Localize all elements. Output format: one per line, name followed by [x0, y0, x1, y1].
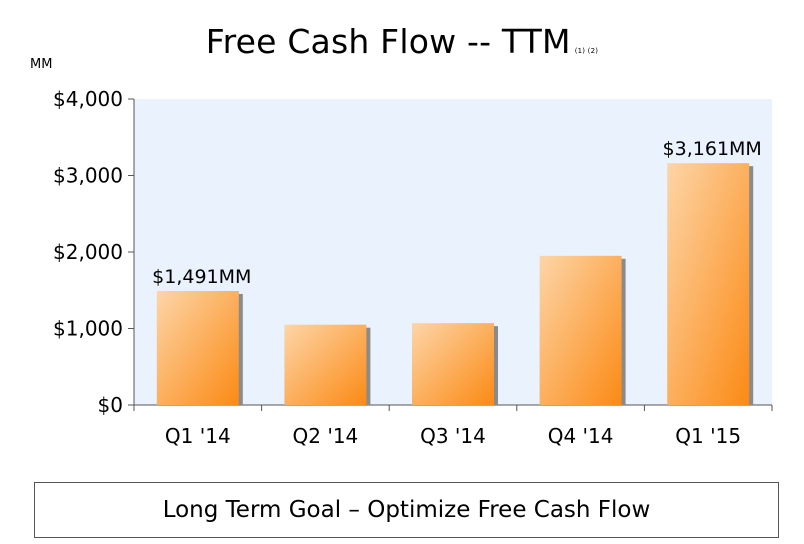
x-tick-label: Q3 '14 [420, 424, 486, 448]
y-tick-label: $3,000 [53, 164, 123, 188]
goal-text: Long Term Goal – Optimize Free Cash Flow [162, 497, 651, 523]
chart-title-text: Free Cash Flow -- TTM [205, 22, 571, 61]
y-tick-label: $1,000 [53, 317, 123, 341]
bar [539, 255, 622, 405]
y-tick-label: $2,000 [53, 240, 123, 264]
title-footnote: (1) (2) [574, 47, 599, 55]
x-tick-label: Q1 '15 [675, 424, 741, 448]
data-label: $3,161MM [663, 138, 762, 160]
bar [667, 163, 750, 405]
y-tick-label: $4,000 [53, 87, 123, 111]
y-tick-label: $0 [98, 393, 123, 417]
bar-chart: $0 $1,000 $2,000 $3,000 $4,000 Q1 '14 $1,491MM… [53, 87, 773, 448]
x-tick-label: Q1 '14 [165, 424, 231, 448]
bar [412, 323, 494, 405]
x-tick-label: Q2 '14 [293, 424, 359, 448]
goal-box: Long Term Goal – Optimize Free Cash Flow [34, 482, 779, 538]
unit-label: MM [30, 57, 53, 72]
data-label: $1,491MM [152, 266, 251, 288]
x-tick-label: Q4 '14 [548, 424, 614, 448]
bar [156, 290, 239, 405]
bar [284, 324, 367, 405]
chart-title: Free Cash Flow -- TTM (1) (2) [0, 22, 804, 61]
